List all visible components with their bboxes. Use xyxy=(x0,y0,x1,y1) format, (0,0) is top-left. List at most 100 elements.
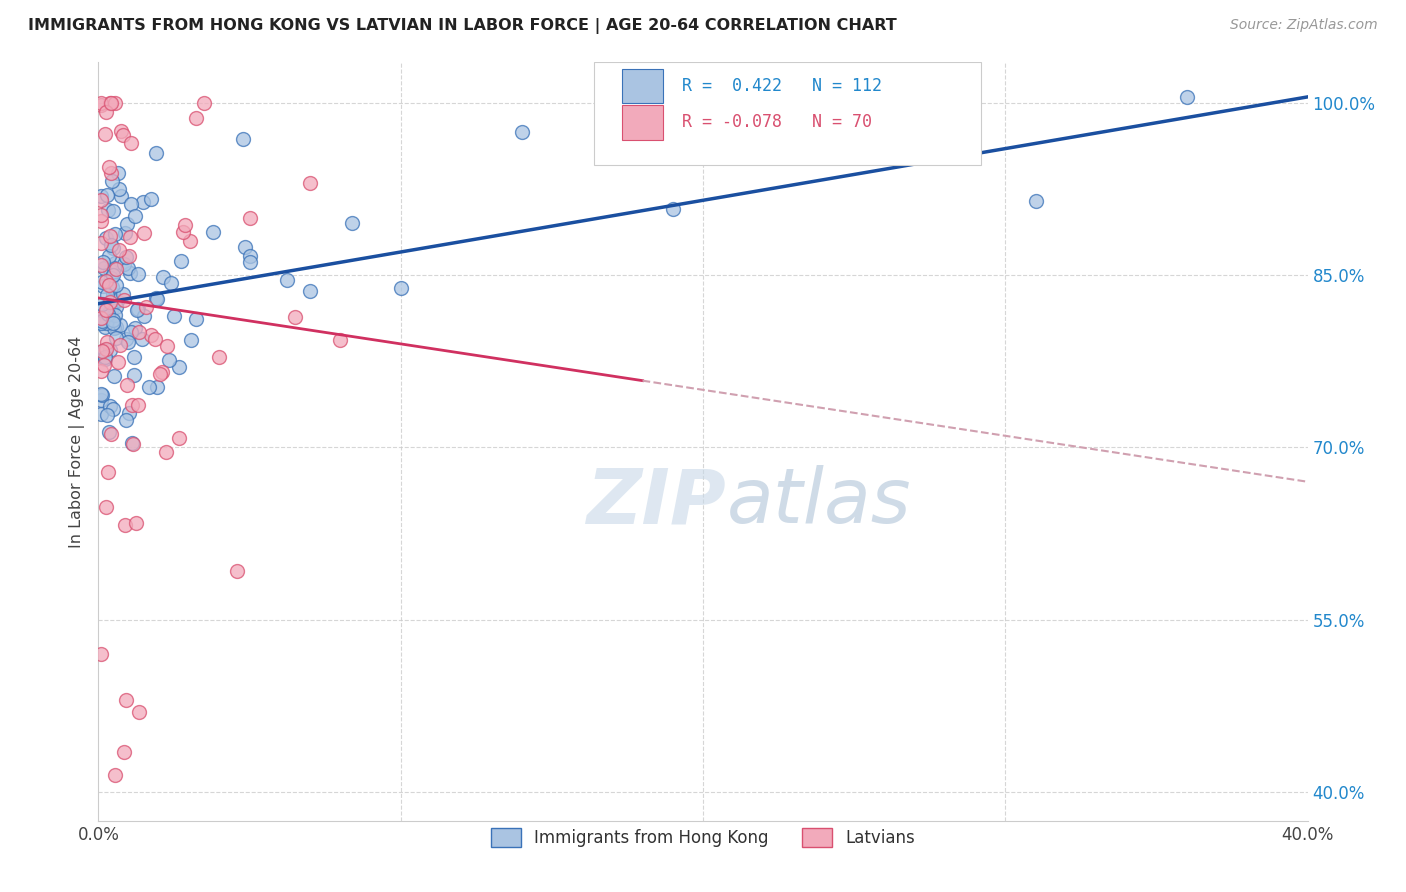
Point xyxy=(1024,194,1046,208)
Point xyxy=(104,95,127,110)
Point xyxy=(201,225,224,239)
Point xyxy=(100,426,122,441)
Point xyxy=(118,266,141,280)
FancyBboxPatch shape xyxy=(595,62,981,165)
Text: ZIP: ZIP xyxy=(588,466,727,539)
Point xyxy=(111,286,134,301)
Point xyxy=(150,365,173,379)
Point xyxy=(105,262,128,277)
Point xyxy=(141,327,163,342)
Point xyxy=(143,333,166,347)
Point xyxy=(299,284,322,298)
Point xyxy=(124,350,146,364)
Point xyxy=(96,288,118,302)
Point xyxy=(90,647,112,661)
Point xyxy=(105,331,128,345)
Point xyxy=(90,392,112,407)
Point xyxy=(193,95,215,110)
Point xyxy=(157,352,180,367)
Point xyxy=(115,332,138,346)
Point xyxy=(96,302,118,317)
Point xyxy=(105,319,128,334)
Point xyxy=(118,230,141,244)
Point xyxy=(114,227,136,241)
Point xyxy=(94,320,117,334)
Point xyxy=(1175,90,1198,104)
Point xyxy=(103,308,125,322)
Point xyxy=(284,310,307,324)
Point xyxy=(97,249,120,263)
Point xyxy=(90,95,112,110)
Point xyxy=(98,400,121,414)
Point xyxy=(170,253,193,268)
Point xyxy=(94,500,117,514)
Point xyxy=(98,263,121,277)
Point xyxy=(127,301,149,316)
Point xyxy=(100,270,122,285)
Point xyxy=(155,444,177,458)
Point xyxy=(117,334,139,349)
Point xyxy=(98,277,121,292)
Point xyxy=(108,182,131,196)
Point xyxy=(90,364,112,378)
Point xyxy=(128,705,150,719)
Point xyxy=(173,218,195,232)
Point xyxy=(90,302,112,317)
Point xyxy=(122,437,145,451)
Legend: Immigrants from Hong Kong, Latvians: Immigrants from Hong Kong, Latvians xyxy=(484,822,922,854)
Point xyxy=(103,260,125,275)
Point xyxy=(120,325,142,339)
Point xyxy=(101,241,124,255)
Point xyxy=(94,127,117,141)
Point xyxy=(98,95,121,110)
Point xyxy=(117,378,139,392)
Point xyxy=(120,136,142,150)
Point xyxy=(94,343,117,357)
Point xyxy=(276,273,298,287)
Point xyxy=(661,202,683,216)
Point xyxy=(105,278,128,293)
Point xyxy=(91,344,114,359)
Point xyxy=(115,413,138,427)
Point xyxy=(114,251,136,265)
Point xyxy=(152,269,174,284)
Point xyxy=(115,217,138,231)
Point xyxy=(208,350,231,364)
Point xyxy=(93,358,115,372)
Point xyxy=(389,281,412,295)
Point xyxy=(104,227,127,241)
Point xyxy=(90,258,112,272)
Point xyxy=(97,308,120,322)
Point xyxy=(180,333,202,347)
Point xyxy=(141,192,163,206)
Point xyxy=(112,257,135,271)
Point xyxy=(96,274,118,288)
FancyBboxPatch shape xyxy=(621,105,664,140)
Point xyxy=(145,380,167,394)
Point xyxy=(103,320,125,334)
Point xyxy=(103,203,125,218)
Point xyxy=(100,295,122,310)
Point xyxy=(90,311,112,326)
Point xyxy=(156,339,179,353)
Text: IMMIGRANTS FROM HONG KONG VS LATVIAN IN LABOR FORCE | AGE 20-64 CORRELATION CHAR: IMMIGRANTS FROM HONG KONG VS LATVIAN IN … xyxy=(28,18,897,34)
Point xyxy=(122,368,145,382)
Point xyxy=(112,293,135,307)
Point xyxy=(108,243,131,257)
Point xyxy=(510,125,533,139)
Point xyxy=(101,279,124,293)
Point xyxy=(110,189,132,203)
Point xyxy=(90,189,112,203)
Point xyxy=(108,338,131,352)
Point xyxy=(100,238,122,252)
Point xyxy=(90,387,112,401)
Point xyxy=(132,195,155,210)
Point xyxy=(104,294,127,309)
Point xyxy=(124,320,146,334)
Point xyxy=(104,256,127,270)
Point xyxy=(186,111,208,125)
Point xyxy=(138,380,160,394)
Point xyxy=(169,360,191,375)
Point xyxy=(112,128,135,142)
Point xyxy=(135,300,157,314)
